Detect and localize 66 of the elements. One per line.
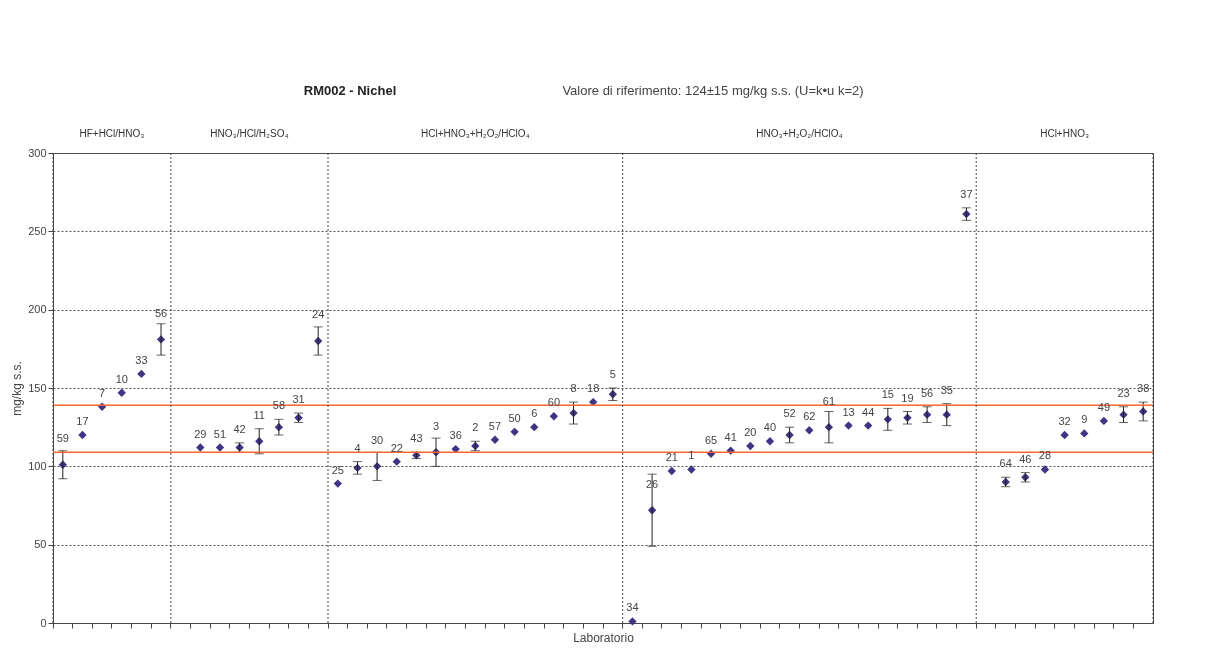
annotation: 4 bbox=[354, 441, 361, 454]
annotation: 46 bbox=[1019, 452, 1032, 465]
annotation: 62 bbox=[803, 410, 816, 423]
annotation: 56 bbox=[920, 386, 934, 399]
y-tick-label: 150 bbox=[28, 381, 47, 394]
annotation: 30 bbox=[370, 433, 384, 446]
annotation: 2 bbox=[472, 421, 479, 434]
annotation: 3 bbox=[432, 419, 440, 432]
annotation: 28 bbox=[1038, 449, 1052, 462]
annotation: 5 bbox=[609, 368, 616, 380]
annotation: 6 bbox=[531, 407, 538, 420]
annotation: 35 bbox=[940, 383, 953, 396]
annotation: 24 bbox=[312, 308, 325, 321]
annotation: 11 bbox=[253, 408, 265, 421]
annotation: 13 bbox=[842, 405, 855, 418]
chart-subtitle: Valore di riferimento: 124±15 mg/kg s.s. (U=k•u k=2) bbox=[562, 83, 864, 98]
annotation: 36 bbox=[449, 429, 462, 442]
y-axis-title: mg/kg s.s. bbox=[10, 361, 25, 416]
annotation: 42 bbox=[233, 422, 246, 435]
annotation: 31 bbox=[292, 393, 305, 406]
annotation: 18 bbox=[587, 382, 600, 395]
annotation: 20 bbox=[744, 425, 757, 438]
annotation: 51 bbox=[213, 427, 227, 440]
annotation: 17 bbox=[76, 415, 89, 427]
annotation: 21 bbox=[665, 451, 678, 464]
y-tick-label: 0 bbox=[40, 616, 47, 629]
x-axis-title: Laboratorio bbox=[573, 631, 635, 645]
annotation: 32 bbox=[1058, 415, 1071, 427]
annotation: 37 bbox=[960, 187, 973, 200]
annotation: 41 bbox=[724, 430, 737, 443]
annotation: 40 bbox=[763, 421, 777, 434]
y-tick-label: 300 bbox=[28, 146, 47, 159]
y-tick-label: 50 bbox=[34, 538, 47, 551]
annotation: 1 bbox=[688, 449, 695, 462]
annotation: 52 bbox=[783, 407, 796, 420]
annotation: 23 bbox=[1117, 386, 1130, 399]
annotation: 57 bbox=[488, 419, 502, 432]
annotation: 15 bbox=[881, 388, 894, 401]
annotation: 22 bbox=[390, 441, 403, 454]
annotation: 33 bbox=[135, 353, 148, 366]
annotation: 9 bbox=[1081, 413, 1088, 426]
chart-title: RM002 - Nichel bbox=[303, 83, 397, 98]
annotation: 64 bbox=[999, 457, 1012, 470]
annotation: 19 bbox=[901, 391, 914, 404]
annotation: 43 bbox=[410, 432, 423, 445]
annotation: 7 bbox=[99, 386, 106, 399]
annotation: 29 bbox=[194, 427, 207, 440]
text: HCl+HNO₃+H₂O₂/HClO₄ bbox=[420, 128, 530, 139]
annotation: 25 bbox=[331, 463, 344, 476]
annotation: 59 bbox=[56, 432, 69, 445]
y-tick-label: 250 bbox=[28, 224, 47, 237]
text: HCl+HNO₃ bbox=[1040, 128, 1090, 139]
text: HNO₃/HCl/H₂SO₄ bbox=[210, 128, 289, 139]
annotation: 44 bbox=[862, 405, 875, 418]
annotation: 38 bbox=[1137, 382, 1150, 395]
annotation: 50 bbox=[508, 411, 521, 424]
annotation: 61 bbox=[822, 394, 836, 407]
y-tick-label: 200 bbox=[28, 303, 47, 316]
y-tick-label: 100 bbox=[28, 459, 47, 472]
text: HNO₃+H₂O₂/HClO₄ bbox=[756, 128, 843, 139]
annotation: 56 bbox=[154, 306, 168, 319]
annotation: 8 bbox=[570, 382, 577, 395]
annotation: 10 bbox=[115, 372, 128, 385]
annotation: 65 bbox=[704, 433, 718, 446]
annotation: 34 bbox=[626, 601, 639, 614]
text: HF+HCl/HNO₃ bbox=[79, 128, 145, 139]
